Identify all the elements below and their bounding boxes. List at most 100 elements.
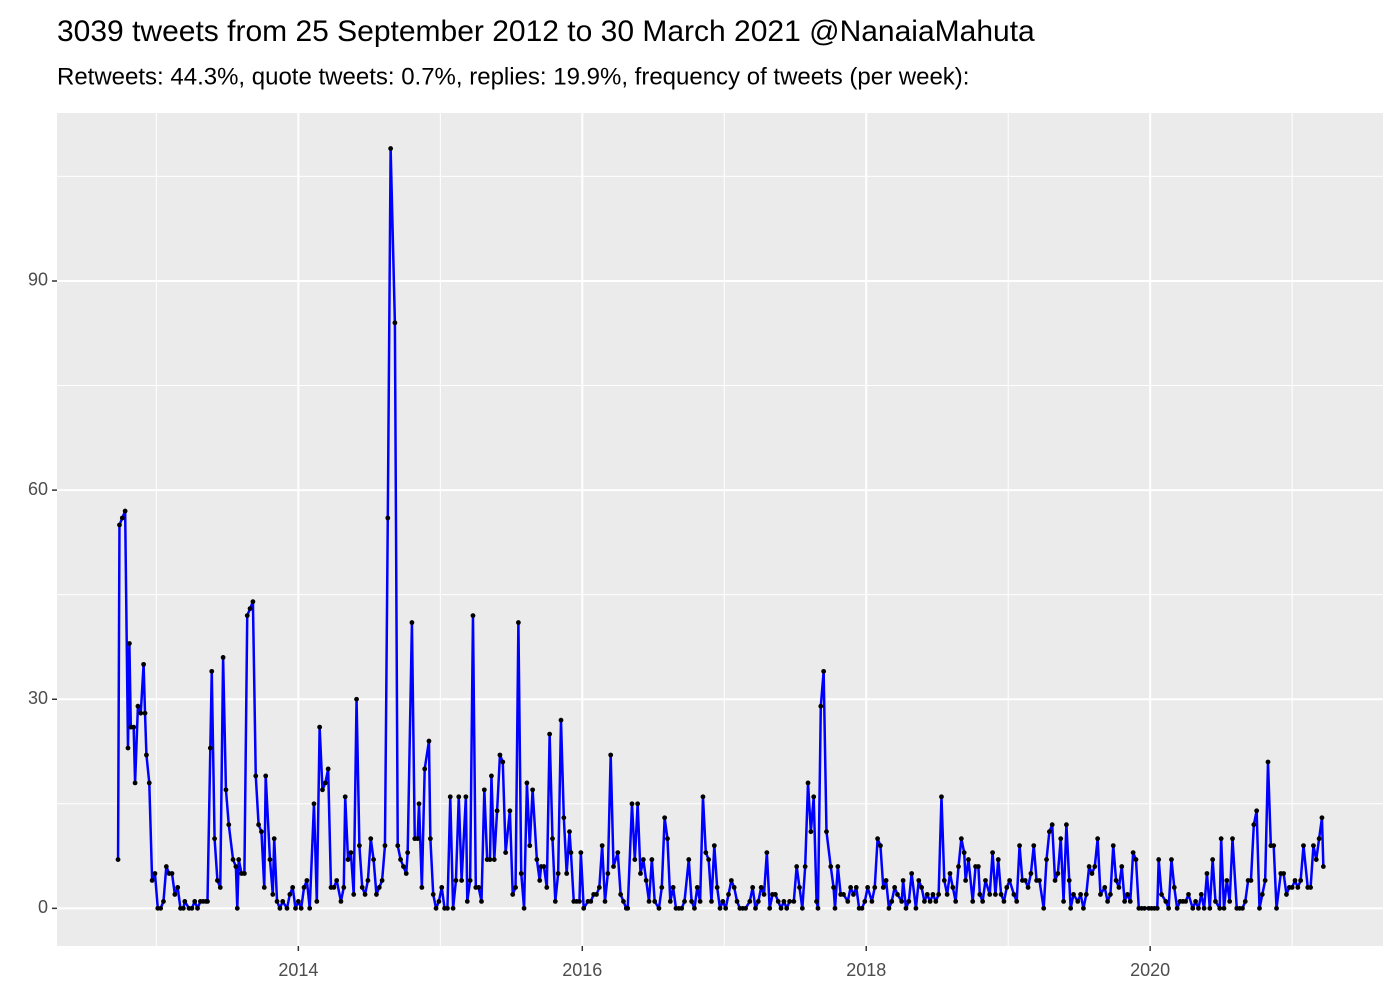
data-point: [1254, 808, 1260, 814]
data-point: [403, 871, 409, 876]
data-point: [1022, 878, 1028, 883]
data-point: [1119, 864, 1125, 869]
data-point: [831, 885, 836, 890]
data-point: [892, 885, 898, 890]
data-point: [244, 613, 250, 618]
data-point: [1169, 857, 1174, 862]
data-point: [848, 885, 854, 890]
data-point: [564, 871, 570, 876]
data-point: [924, 892, 930, 897]
data-point: [388, 146, 394, 151]
data-point: [906, 898, 912, 904]
data-point: [841, 892, 846, 897]
data-point: [963, 878, 969, 883]
data-point: [1207, 905, 1213, 911]
data-point: [878, 843, 883, 849]
data-point: [1086, 864, 1092, 869]
data-point: [1083, 892, 1089, 897]
data-point: [467, 878, 473, 883]
data-point: [180, 905, 186, 911]
data-point: [1295, 885, 1301, 890]
data-point: [990, 850, 995, 855]
data-point: [558, 717, 564, 723]
data-point: [430, 892, 436, 897]
data-point: [618, 892, 624, 897]
data-point: [895, 892, 900, 897]
data-point: [1262, 878, 1268, 883]
data-point: [169, 871, 175, 876]
data-point: [1257, 905, 1262, 911]
data-point: [640, 857, 646, 862]
data-point: [1068, 905, 1074, 911]
data-point: [544, 885, 550, 890]
data-point: [670, 885, 676, 890]
data-point: [646, 898, 652, 904]
data-point: [348, 850, 354, 855]
data-point: [794, 864, 800, 869]
data-point: [802, 864, 808, 869]
data-point: [995, 857, 1001, 862]
data-point: [632, 857, 638, 862]
data-point: [608, 752, 614, 758]
data-point: [953, 898, 959, 904]
data-point: [662, 815, 668, 821]
data-point: [692, 905, 697, 911]
data-point: [851, 892, 856, 897]
data-point: [1311, 843, 1316, 849]
data-point: [271, 836, 277, 842]
data-point: [728, 878, 734, 883]
data-point: [365, 878, 371, 883]
x-tick-label: 2020: [1130, 960, 1170, 980]
data-point: [787, 898, 792, 904]
data-point: [889, 898, 895, 904]
data-point: [1004, 885, 1010, 890]
data-point: [1186, 892, 1191, 897]
data-point: [1125, 892, 1130, 897]
data-point: [1105, 898, 1110, 904]
data-point: [277, 905, 283, 911]
data-point: [270, 892, 276, 897]
data-point: [588, 898, 594, 904]
data-point: [415, 836, 421, 842]
data-point: [1204, 871, 1210, 876]
data-point: [1133, 857, 1139, 862]
data-point: [872, 885, 878, 890]
data-point: [247, 606, 253, 612]
data-point: [845, 898, 851, 904]
data-point: [731, 885, 737, 890]
data-point: [491, 857, 497, 862]
data-point: [629, 801, 635, 807]
data-point: [362, 892, 368, 897]
data-point: [317, 724, 323, 730]
data-point: [772, 892, 778, 897]
data-point: [1289, 885, 1295, 890]
data-point: [433, 905, 439, 911]
data-point: [919, 885, 924, 890]
data-point: [1230, 836, 1235, 842]
data-point: [1046, 829, 1052, 835]
data-point: [416, 801, 422, 807]
y-tick-label: 90: [28, 270, 48, 290]
data-point: [1122, 898, 1128, 904]
data-point: [832, 905, 838, 911]
data-point: [781, 898, 787, 904]
data-point: [230, 857, 236, 862]
data-point: [158, 905, 164, 911]
data-point: [1227, 898, 1233, 904]
data-point: [1213, 898, 1218, 904]
data-point: [122, 508, 128, 514]
data-point: [936, 892, 942, 897]
data-point: [947, 871, 953, 876]
data-point: [149, 878, 155, 883]
data-point: [561, 815, 567, 821]
data-point: [1089, 871, 1095, 876]
data-point: [142, 710, 148, 716]
data-point: [862, 898, 868, 904]
data-point: [550, 836, 555, 842]
data-point: [256, 822, 261, 828]
data-point: [518, 871, 524, 876]
data-point: [331, 885, 337, 890]
data-point: [115, 857, 121, 862]
